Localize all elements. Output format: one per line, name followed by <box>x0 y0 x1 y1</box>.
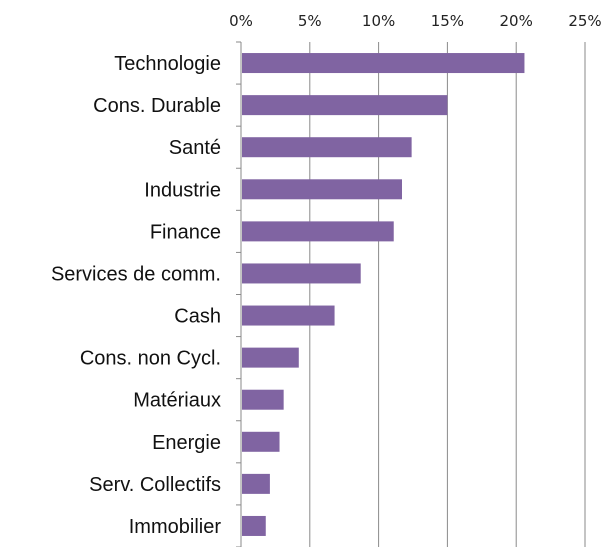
gridlines <box>309 42 586 547</box>
category-label: Santé <box>169 137 221 159</box>
bar <box>242 95 448 116</box>
bar <box>242 431 280 452</box>
bar <box>242 473 270 494</box>
bar <box>242 389 284 410</box>
bar <box>242 515 266 536</box>
y-axis <box>236 41 242 547</box>
bar <box>242 137 412 158</box>
category-label: Immobilier <box>129 516 222 538</box>
category-label: Energie <box>152 432 221 454</box>
category-label: Cash <box>174 306 221 328</box>
category-label: Cons. Durable <box>93 95 221 117</box>
bar <box>242 347 299 368</box>
category-label: Serv. Collectifs <box>89 474 221 496</box>
x-tick-label: 0% <box>229 12 253 30</box>
x-tick-label: 15% <box>431 12 464 30</box>
bar <box>242 221 394 242</box>
category-label: Industrie <box>144 179 221 201</box>
category-labels: Technologie Cons. Durable Santé Industrie Fi… <box>51 53 221 538</box>
bar <box>242 53 525 74</box>
x-tick-label: 20% <box>500 12 533 30</box>
category-label: Matériaux <box>133 390 221 412</box>
x-tick-label: 25% <box>568 12 601 30</box>
bar <box>242 305 335 326</box>
category-label: Cons. non Cycl. <box>80 348 221 370</box>
x-tick-label: 10% <box>362 12 395 30</box>
x-tick-label: 5% <box>298 12 322 30</box>
x-axis-ticks: 0% 5% 10% 15% 20% 25% <box>229 12 602 30</box>
category-label: Technologie <box>114 53 221 75</box>
bars <box>242 53 525 536</box>
category-label: Finance <box>150 221 221 243</box>
bar <box>242 263 361 284</box>
category-label: Services de comm. <box>51 263 221 285</box>
bar <box>242 179 402 200</box>
